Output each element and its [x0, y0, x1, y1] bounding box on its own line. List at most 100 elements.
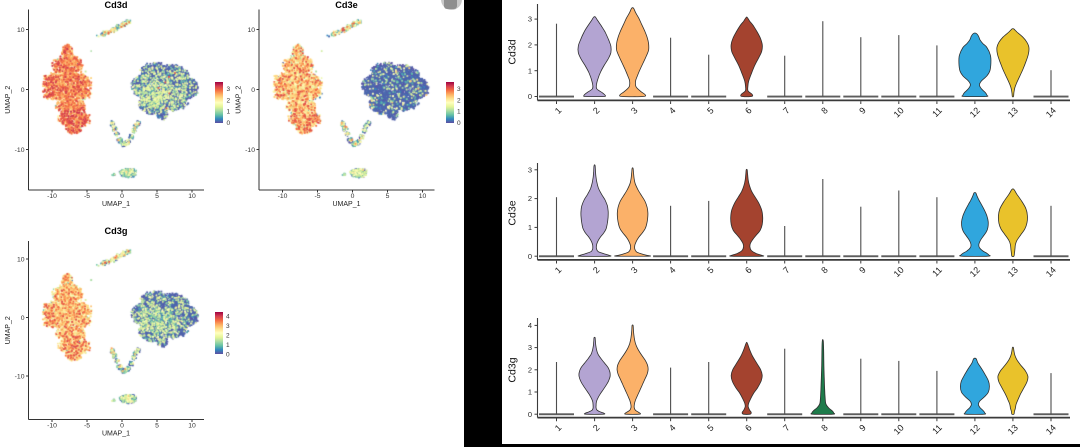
- svg-text:10: 10: [419, 193, 427, 200]
- svg-text:13: 13: [1006, 105, 1020, 119]
- svg-text:6: 6: [743, 423, 754, 434]
- svg-text:10: 10: [892, 105, 906, 119]
- svg-text:Cd3g: Cd3g: [507, 357, 519, 382]
- svg-text:Cd3d: Cd3d: [105, 0, 128, 10]
- svg-text:0: 0: [120, 193, 124, 200]
- svg-text:3: 3: [528, 15, 532, 24]
- svg-text:2: 2: [591, 423, 602, 434]
- svg-text:2: 2: [528, 194, 532, 203]
- svg-text:3: 3: [629, 265, 640, 276]
- svg-text:-10: -10: [15, 147, 25, 154]
- svg-text:1: 1: [528, 388, 532, 397]
- svg-text:3: 3: [457, 86, 461, 93]
- svg-text:2: 2: [226, 332, 230, 339]
- svg-text:3: 3: [629, 423, 640, 434]
- svg-text:6: 6: [743, 265, 754, 276]
- svg-text:2: 2: [227, 97, 231, 104]
- svg-text:10: 10: [188, 423, 196, 430]
- svg-text:14: 14: [1044, 265, 1058, 279]
- svg-text:0: 0: [457, 120, 461, 127]
- svg-text:-10: -10: [47, 193, 57, 200]
- svg-text:UMAP_1: UMAP_1: [102, 431, 130, 438]
- svg-text:2: 2: [528, 41, 532, 50]
- svg-text:3: 3: [226, 323, 230, 330]
- svg-text:12: 12: [968, 105, 982, 119]
- svg-text:10: 10: [892, 265, 906, 279]
- svg-text:-10: -10: [278, 193, 288, 200]
- svg-text:3: 3: [629, 105, 640, 116]
- svg-text:7: 7: [781, 265, 792, 276]
- svg-text:-10: -10: [47, 423, 57, 430]
- svg-text:-10: -10: [15, 373, 25, 380]
- svg-text:12: 12: [968, 265, 982, 279]
- svg-text:Cd3e: Cd3e: [335, 0, 357, 10]
- svg-text:7: 7: [781, 105, 792, 116]
- svg-text:0: 0: [528, 252, 532, 261]
- svg-text:1: 1: [528, 66, 532, 75]
- svg-text:8: 8: [819, 423, 830, 434]
- svg-text:Cd3g: Cd3g: [105, 226, 128, 236]
- svg-text:13: 13: [1006, 265, 1020, 279]
- svg-text:10: 10: [188, 193, 196, 200]
- svg-text:10: 10: [247, 27, 255, 34]
- svg-text:11: 11: [930, 423, 944, 437]
- svg-text:8: 8: [819, 105, 830, 116]
- svg-text:1: 1: [226, 342, 230, 349]
- svg-text:2: 2: [591, 265, 602, 276]
- svg-text:1: 1: [457, 109, 461, 116]
- svg-text:12: 12: [968, 423, 982, 437]
- svg-text:8: 8: [819, 265, 830, 276]
- svg-text:0: 0: [120, 423, 124, 430]
- svg-text:14: 14: [1044, 105, 1058, 119]
- svg-text:5: 5: [386, 193, 390, 200]
- svg-text:Cd3d: Cd3d: [507, 39, 519, 64]
- svg-text:9: 9: [857, 423, 868, 434]
- svg-text:0: 0: [528, 92, 532, 101]
- svg-text:2: 2: [591, 105, 602, 116]
- svg-text:UMAP_2: UMAP_2: [236, 86, 243, 114]
- svg-text:5: 5: [705, 423, 716, 434]
- svg-text:11: 11: [930, 265, 944, 279]
- svg-text:0: 0: [351, 193, 355, 200]
- svg-text:0: 0: [251, 87, 255, 94]
- svg-text:3: 3: [528, 343, 532, 352]
- svg-text:7: 7: [781, 423, 792, 434]
- svg-text:-5: -5: [314, 193, 320, 200]
- svg-text:5: 5: [155, 193, 159, 200]
- svg-text:9: 9: [857, 105, 868, 116]
- svg-text:13: 13: [1006, 423, 1020, 437]
- svg-text:0: 0: [528, 410, 532, 419]
- svg-text:UMAP_1: UMAP_1: [332, 201, 360, 208]
- svg-text:4: 4: [667, 265, 678, 276]
- svg-text:1: 1: [553, 423, 564, 434]
- svg-text:4: 4: [226, 313, 230, 320]
- svg-text:5: 5: [705, 265, 716, 276]
- svg-text:1: 1: [528, 223, 532, 232]
- svg-text:2: 2: [457, 97, 461, 104]
- svg-text:3: 3: [528, 165, 532, 174]
- svg-text:14: 14: [1044, 423, 1058, 437]
- svg-text:11: 11: [930, 105, 944, 119]
- svg-text:1: 1: [553, 265, 564, 276]
- svg-text:4: 4: [667, 105, 678, 116]
- svg-text:UMAP_2: UMAP_2: [5, 316, 12, 344]
- svg-text:4: 4: [667, 423, 678, 434]
- svg-text:-5: -5: [84, 193, 90, 200]
- svg-text:5: 5: [705, 105, 716, 116]
- svg-text:10: 10: [892, 423, 906, 437]
- svg-text:0: 0: [227, 120, 231, 127]
- svg-text:10: 10: [17, 256, 25, 263]
- svg-text:0: 0: [226, 351, 230, 358]
- svg-text:1: 1: [553, 105, 564, 116]
- svg-text:10: 10: [17, 27, 25, 34]
- svg-text:0: 0: [21, 315, 25, 322]
- svg-text:9: 9: [857, 265, 868, 276]
- svg-text:1: 1: [227, 109, 231, 116]
- svg-text:2: 2: [528, 365, 532, 374]
- svg-text:UMAP_1: UMAP_1: [102, 201, 130, 208]
- svg-text:Cd3e: Cd3e: [507, 200, 519, 225]
- svg-text:0: 0: [21, 87, 25, 94]
- svg-text:4: 4: [528, 321, 532, 330]
- svg-text:3: 3: [227, 86, 231, 93]
- svg-text:UMAP_2: UMAP_2: [5, 86, 12, 114]
